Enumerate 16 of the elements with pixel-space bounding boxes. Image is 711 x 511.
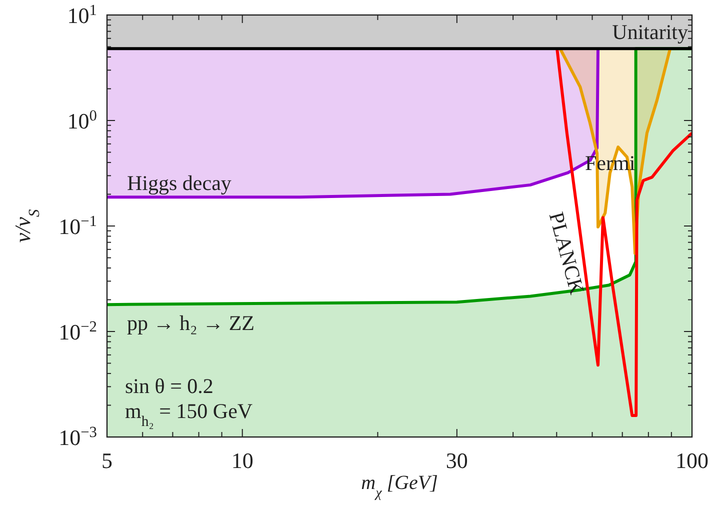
y-tick-label: 10$^{−1}$ — [58, 212, 97, 239]
x-tick-label: 100 — [676, 448, 708, 473]
x-tick-label: 5 — [102, 448, 112, 473]
annotation: pp → h₂ → ZZ — [127, 311, 254, 335]
y-tick-label: 10$^{1}$ — [67, 2, 97, 28]
annotation: m$_{h₂}$ = 150 GeV — [125, 399, 253, 430]
y-tick-label: 10$^{−3}$ — [58, 424, 98, 450]
annotation: Higgs decay — [127, 171, 232, 195]
x-tick-label: 30 — [446, 448, 468, 473]
annotation: sin θ = 0.2 — [125, 374, 214, 398]
y-tick-label: 10$^{0}$ — [67, 107, 98, 134]
annotation: PLANCK — [544, 210, 590, 297]
band-label: Unitarity — [612, 20, 688, 44]
y-tick-label: 10$^{−2}$ — [58, 318, 97, 344]
x-axis-title: m$_{χ}$ [GeV] — [361, 472, 438, 500]
x-tick-label: 10 — [231, 448, 254, 473]
